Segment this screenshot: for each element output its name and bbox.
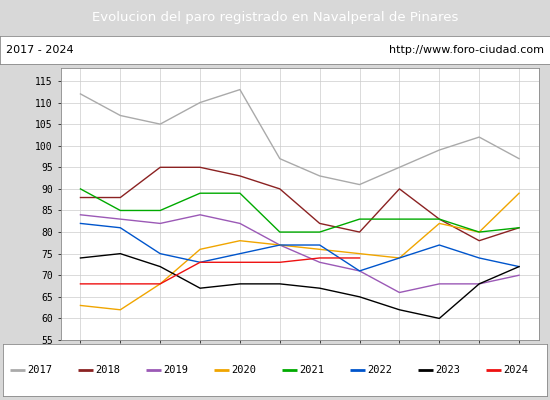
Text: 2017: 2017	[28, 365, 52, 375]
Text: 2020: 2020	[232, 365, 256, 375]
Text: 2022: 2022	[367, 365, 393, 375]
Text: 2017 - 2024: 2017 - 2024	[6, 45, 73, 55]
Text: 2018: 2018	[95, 365, 120, 375]
Text: 2019: 2019	[163, 365, 189, 375]
Text: Evolucion del paro registrado en Navalperal de Pinares: Evolucion del paro registrado en Navalpe…	[92, 12, 458, 24]
Text: http://www.foro-ciudad.com: http://www.foro-ciudad.com	[389, 45, 544, 55]
Text: 2021: 2021	[300, 365, 324, 375]
Text: 2023: 2023	[436, 365, 461, 375]
Text: 2024: 2024	[504, 365, 529, 375]
